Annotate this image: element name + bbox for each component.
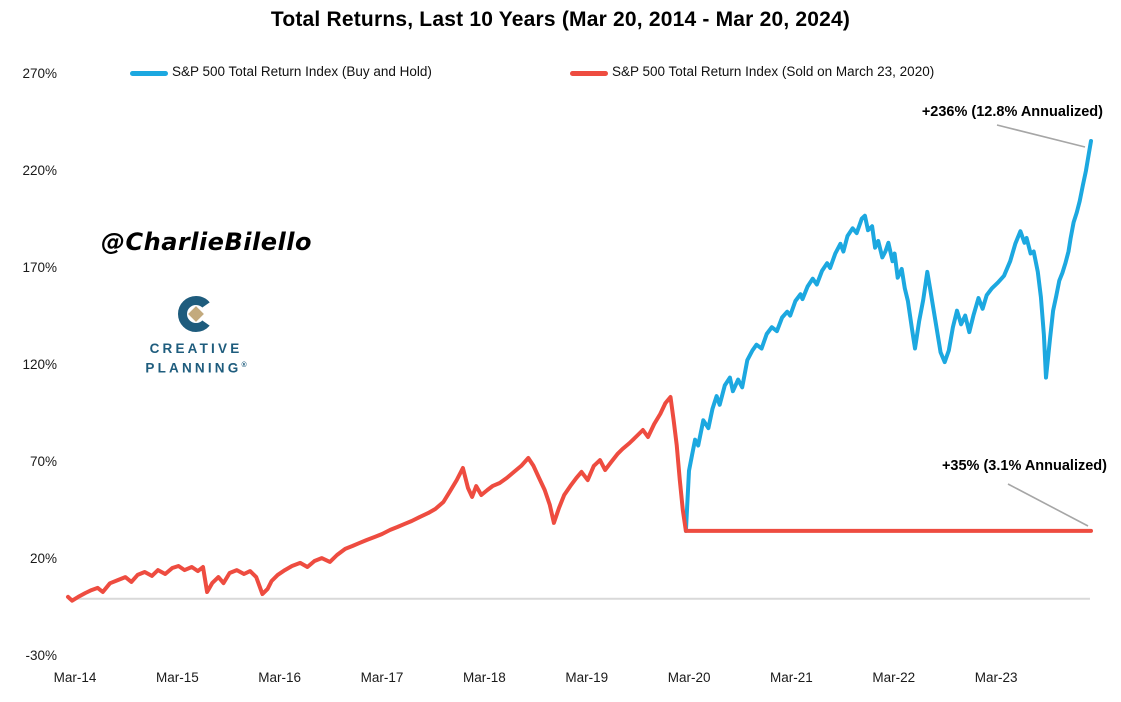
- x-tick-label: Mar-17: [360, 670, 404, 685]
- y-tick-label: 270%: [22, 66, 57, 81]
- x-tick-label: Mar-23: [974, 670, 1018, 685]
- y-tick-label: 220%: [22, 163, 57, 178]
- logo-text-planning: PLANNING®: [145, 360, 247, 376]
- legend-swatch-buy-hold: [130, 71, 168, 76]
- legend-swatch-sold: [570, 71, 608, 76]
- series-line-sold: [66, 395, 1093, 603]
- annotation-leader-line-buy-hold: [996, 124, 1086, 148]
- x-tick-label: Mar-15: [155, 670, 199, 685]
- x-tick-label: Mar-21: [770, 670, 813, 685]
- x-tick-label: Mar-22: [872, 670, 916, 685]
- legend-label-buy-hold: S&P 500 Total Return Index (Buy and Hold…: [172, 64, 432, 79]
- y-tick-label: -30%: [25, 648, 57, 663]
- x-tick-label: Mar-14: [53, 670, 97, 685]
- logo-text-creative: CREATIVE: [149, 341, 243, 356]
- x-tick-label: Mar-16: [258, 670, 302, 685]
- y-tick-label: 20%: [29, 551, 57, 566]
- creative-planning-logo-icon: [178, 296, 216, 332]
- legend-label-sold: S&P 500 Total Return Index (Sold on Marc…: [612, 64, 935, 79]
- chart-title: Total Returns, Last 10 Years (Mar 20, 20…: [270, 8, 851, 31]
- annotation-buy-hold-return: +236% (12.8% Annualized): [921, 104, 1103, 120]
- y-tick-label: 170%: [22, 260, 57, 275]
- x-tick-label: Mar-19: [565, 670, 609, 685]
- trademark-symbol: ®: [241, 362, 247, 369]
- series-line-buy-hold: [683, 139, 1093, 533]
- annotation-sold-return: +35% (3.1% Annualized): [941, 458, 1107, 474]
- y-tick-label: 70%: [29, 454, 57, 469]
- y-tick-label: 120%: [22, 357, 57, 372]
- creative-planning-logo: CREATIVE PLANNING®: [137, 294, 255, 377]
- annotation-leader-line-sold: [1007, 483, 1089, 527]
- x-tick-label: Mar-20: [667, 670, 711, 685]
- x-tick-label: Mar-18: [463, 670, 506, 685]
- watermark-charliebilello: @CharlieBilello: [101, 228, 312, 256]
